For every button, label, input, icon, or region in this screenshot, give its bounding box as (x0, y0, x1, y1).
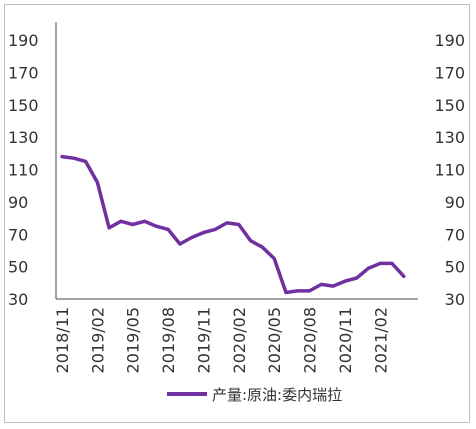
x-tick-label: 2019/02 (88, 307, 107, 373)
left-y-tick-label: 70 (8, 225, 28, 244)
right-y-tick-label: 30 (445, 290, 465, 309)
chart-frame (4, 4, 470, 423)
left-y-tick-label: 90 (8, 193, 28, 212)
right-y-tick-label: 150 (434, 96, 465, 115)
left-y-tick-label: 190 (8, 31, 39, 50)
left-y-tick-label: 110 (8, 161, 39, 180)
x-tick-label: 2019/08 (159, 307, 178, 373)
series-line (60, 154, 406, 295)
x-tick-label: 2020/02 (230, 307, 249, 373)
x-tick-label: 2020/11 (336, 307, 355, 373)
x-tick-label: 2019/11 (194, 307, 213, 373)
right-y-tick-label: 110 (434, 161, 465, 180)
left-y-tick-label: 30 (8, 290, 28, 309)
left-y-tick-label: 170 (8, 63, 39, 82)
x-tick-label: 2018/11 (53, 307, 72, 373)
x-tick-label: 2021/02 (371, 307, 390, 373)
right-y-tick-label: 190 (434, 31, 465, 50)
right-y-tick-label: 90 (445, 193, 465, 212)
right-y-tick-label: 70 (445, 225, 465, 244)
left-y-axis: 30 50 70 90 110 130 150 170 190 (8, 22, 57, 309)
right-y-tick-label: 50 (445, 258, 465, 277)
right-y-tick-label: 170 (434, 63, 465, 82)
legend: 产量:原油:委内瑞拉 (167, 386, 342, 404)
series-layer (60, 154, 406, 295)
left-y-tick-label: 130 (8, 128, 39, 147)
x-tick-label: 2019/05 (124, 307, 143, 373)
right-y-axis: 30 50 70 90 110 130 150 170 190 (434, 31, 465, 309)
left-y-tick-label: 50 (8, 258, 28, 277)
x-axis: 2018/11 2019/02 2019/05 2019/08 2019/11 2020/… (53, 298, 418, 373)
x-tick-label: 2020/05 (265, 307, 284, 373)
right-y-tick-label: 130 (434, 128, 465, 147)
x-tick-label: 2020/08 (301, 307, 320, 373)
legend-label: 产量:原油:委内瑞拉 (212, 386, 342, 404)
left-y-tick-label: 150 (8, 96, 39, 115)
